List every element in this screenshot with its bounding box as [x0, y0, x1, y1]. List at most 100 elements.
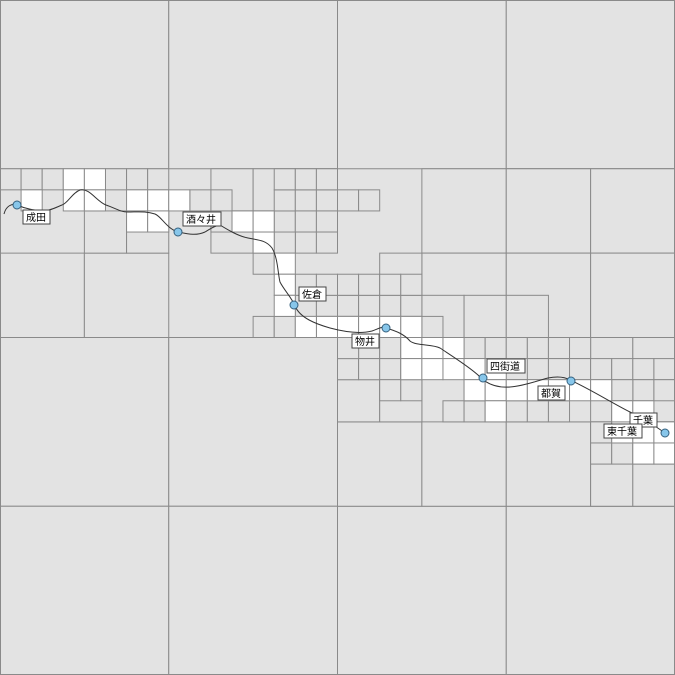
- map-tile: [590, 358, 613, 381]
- map-tile: [273, 168, 296, 191]
- map-tile: [379, 379, 402, 402]
- map-tile: [505, 400, 528, 423]
- map-tile: [526, 400, 549, 423]
- map-tile: [252, 315, 275, 338]
- map-tile: [569, 337, 592, 360]
- station-marker[interactable]: [12, 200, 22, 210]
- station-marker[interactable]: [566, 376, 576, 386]
- map-tile: [547, 337, 571, 360]
- map-tile: [442, 400, 465, 423]
- map-tile: [0, 252, 85, 338]
- map-tile: [611, 379, 634, 402]
- map-tile: [20, 168, 43, 191]
- map-tile: [126, 210, 149, 233]
- station-marker[interactable]: [289, 300, 299, 310]
- station-label-box: [22, 209, 51, 225]
- map-tile: [168, 505, 338, 675]
- station-label: 酒々井: [186, 213, 216, 226]
- map-tile: [41, 168, 64, 191]
- map-tile: [273, 315, 296, 338]
- map-tile: [273, 231, 296, 254]
- station-marker[interactable]: [173, 227, 183, 237]
- map-tile: [505, 168, 592, 254]
- station-marker[interactable]: [660, 428, 670, 438]
- map-tile: [358, 273, 381, 296]
- map-tile: [252, 252, 275, 275]
- station-marker[interactable]: [478, 373, 488, 383]
- map-tile: [590, 252, 675, 338]
- map-tile: [463, 294, 507, 338]
- map-tile: [294, 231, 317, 254]
- map-tile: [653, 379, 675, 402]
- map-tile: [526, 337, 549, 360]
- map-tile: [590, 168, 675, 254]
- map-tile: [611, 358, 634, 381]
- station-7[interactable]: 東千葉: [603, 423, 643, 439]
- map-tile: [315, 231, 338, 254]
- station-label: 佐倉: [302, 288, 322, 301]
- map-tile: [315, 210, 338, 233]
- station-label-box: [298, 286, 327, 302]
- map-tile: [252, 210, 275, 233]
- map-tile: [252, 231, 275, 254]
- map-tile: [231, 210, 254, 233]
- station-label-box: [603, 423, 643, 439]
- map-tile: [421, 315, 444, 338]
- map-tile: [0, 337, 170, 507]
- map-tile: [653, 442, 675, 465]
- map-tile: [337, 358, 360, 381]
- map-tile: [505, 294, 549, 338]
- map-tile: [62, 189, 85, 212]
- map-tile: [590, 442, 613, 465]
- map-tile: [379, 294, 402, 317]
- station-1[interactable]: 酒々井: [173, 211, 222, 237]
- map-tile: [337, 379, 381, 423]
- map-tile: [505, 379, 528, 402]
- map-tile: [147, 210, 170, 233]
- map-tile: [294, 210, 317, 233]
- map-tile: [126, 168, 149, 191]
- map-tile: [505, 0, 675, 170]
- station-5[interactable]: 都賀: [537, 376, 576, 401]
- station-marker[interactable]: [381, 323, 391, 333]
- map-tile: [505, 421, 592, 507]
- map-tile: [358, 358, 381, 381]
- station-0[interactable]: 成田: [12, 200, 51, 225]
- map-tile: [505, 505, 675, 675]
- map-tile: [168, 337, 338, 507]
- railway-route-line: [3, 189, 666, 434]
- map-tile: [547, 400, 571, 423]
- map-tile: [463, 400, 486, 423]
- map-tile: [421, 168, 507, 254]
- station-4[interactable]: 四街道: [478, 358, 526, 383]
- station-label-box: [351, 333, 380, 349]
- map-tile: [0, 168, 22, 191]
- map-tile: [337, 273, 360, 296]
- map-tile: [505, 337, 528, 360]
- map-tile: [337, 505, 507, 675]
- map-tile: [294, 168, 317, 191]
- map-tile: [315, 168, 338, 191]
- map-tile: [210, 189, 233, 212]
- map-tile: [147, 189, 170, 212]
- map-tile: [358, 294, 381, 317]
- station-2[interactable]: 佐倉: [289, 286, 327, 310]
- map-tile: [400, 315, 423, 338]
- map-tile: [315, 189, 338, 212]
- station-label-box: [486, 358, 526, 374]
- map-tile: [526, 358, 549, 381]
- map-tile: [632, 463, 675, 507]
- station-label: 物井: [355, 335, 375, 348]
- map-tile: [484, 400, 507, 423]
- map-tile: [83, 189, 106, 212]
- map-tile: [0, 0, 170, 170]
- map-tile: [294, 189, 317, 212]
- station-3[interactable]: 物井: [351, 323, 391, 349]
- map-tile: [400, 273, 423, 296]
- map-tile: [168, 0, 338, 170]
- map-tile: [379, 337, 402, 360]
- map-tile: [168, 189, 191, 212]
- map-tile: [337, 189, 360, 212]
